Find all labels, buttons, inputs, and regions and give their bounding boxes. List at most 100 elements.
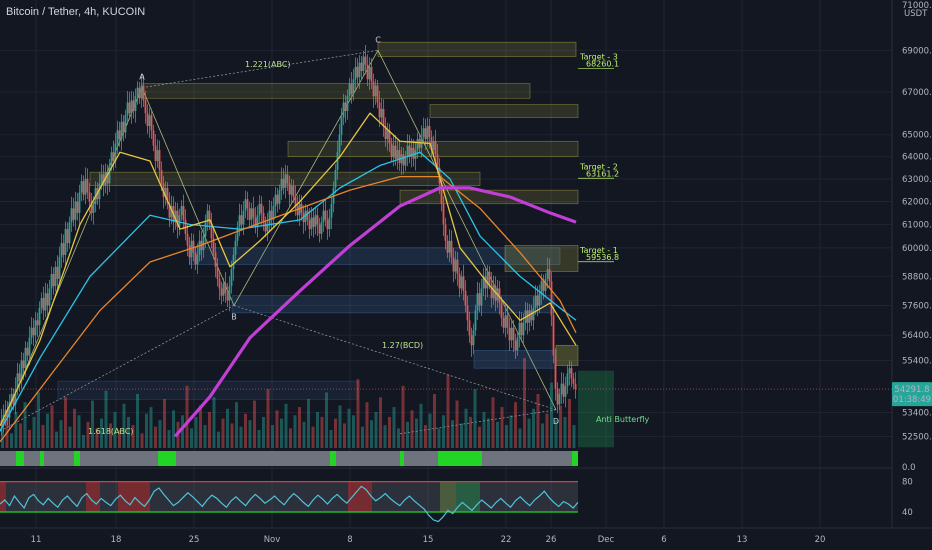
volume-bar	[122, 403, 126, 448]
signal-cell	[452, 451, 454, 466]
signal-cell	[194, 451, 196, 466]
signal-cell	[52, 451, 54, 466]
signal-cell	[428, 451, 430, 466]
candle-body	[338, 134, 341, 153]
signal-cell	[394, 451, 396, 466]
candle-body	[328, 217, 331, 230]
signal-cell	[320, 451, 322, 466]
candle-body	[462, 276, 465, 291]
candle-body	[434, 141, 437, 155]
candle-body	[206, 210, 209, 223]
candle-body	[236, 226, 239, 241]
signal-cell	[252, 451, 254, 466]
candle-body	[8, 401, 11, 418]
volume-bar	[37, 392, 40, 448]
candle-body	[230, 269, 233, 287]
signal-cell	[548, 451, 550, 466]
candle-body	[72, 208, 75, 220]
volume-bar	[523, 358, 526, 448]
candle-body	[294, 196, 297, 207]
oscillator-axis-label: 40	[902, 508, 913, 518]
signal-cell	[482, 451, 484, 466]
candle-body	[474, 310, 477, 331]
volume-bar	[136, 394, 139, 448]
candle-body	[418, 139, 421, 148]
signal-cell	[348, 451, 350, 466]
candle-body	[30, 327, 33, 338]
candle-body	[116, 130, 119, 144]
volume-bar	[383, 425, 387, 448]
signal-cell	[104, 451, 106, 466]
candle-body	[80, 181, 83, 193]
price-badge-countdown: 01:38:49	[893, 395, 931, 405]
signal-cell	[220, 451, 222, 466]
candle-body	[240, 215, 243, 225]
oscillator-line	[0, 485, 579, 523]
candle-body	[260, 203, 263, 213]
signal-cell	[186, 451, 188, 466]
candle-body	[280, 178, 283, 191]
price-zone	[555, 344, 579, 366]
candle-body	[308, 219, 311, 230]
pattern-leg	[377, 50, 557, 410]
candle-body	[370, 66, 373, 82]
candle-body	[304, 210, 307, 223]
candle-body	[340, 117, 343, 135]
candle-body	[20, 360, 23, 382]
signal-cell	[2, 451, 4, 466]
volume-bar	[527, 418, 531, 448]
candle-body	[528, 310, 531, 323]
signal-cell	[80, 451, 82, 466]
signal-cell	[280, 451, 282, 466]
candle-body	[244, 199, 247, 211]
signal-cell	[472, 451, 474, 466]
signal-cell	[54, 451, 56, 466]
candle-body	[408, 145, 411, 157]
volume-bar	[140, 433, 144, 448]
volume-bar	[572, 425, 576, 448]
volume-bar	[536, 394, 540, 448]
oscillator-highlight	[0, 481, 6, 512]
signal-cell	[264, 451, 266, 466]
candle-body	[334, 169, 337, 188]
candle-body	[450, 240, 453, 258]
price-tick-label: 69000.0	[902, 46, 932, 56]
signal-cell	[272, 451, 274, 466]
signal-cell	[352, 451, 354, 466]
candle-body	[92, 203, 95, 213]
candle-body	[158, 150, 161, 170]
candle-body	[78, 192, 81, 213]
candle-body	[138, 87, 141, 99]
candle-body	[140, 85, 143, 99]
signal-cell	[216, 451, 218, 466]
target-3-label: Target - 3	[579, 53, 618, 62]
volume-bar	[392, 407, 396, 448]
signal-cell	[370, 451, 372, 466]
volume-bar	[154, 426, 157, 448]
price-axis: 69000.0 67000.0 65000.0 64000.0 63000.0 62000…	[891, 0, 932, 528]
oscillator-highlight	[86, 481, 100, 512]
signal-cell	[406, 451, 408, 466]
signal-cell	[526, 451, 528, 466]
grid-lines	[0, 0, 892, 528]
signal-cell	[8, 451, 10, 466]
candle-body	[310, 217, 313, 230]
signal-cell	[492, 451, 494, 466]
signal-cell	[488, 451, 490, 466]
signal-cell	[288, 451, 290, 466]
signal-cell	[166, 451, 168, 466]
volume-bar	[541, 423, 544, 448]
target-2-label: Target - 2	[579, 162, 618, 171]
signal-cell	[424, 451, 426, 466]
signal-cell	[432, 451, 434, 466]
price-tick-label: 60000.0	[902, 244, 932, 254]
volume-bar	[406, 421, 409, 448]
candle-body	[506, 315, 509, 328]
fib-line-bd	[233, 305, 557, 411]
signal-cell	[268, 451, 270, 466]
candle-body	[268, 210, 271, 225]
signal-cell	[332, 451, 334, 466]
volume-bar	[559, 405, 562, 448]
